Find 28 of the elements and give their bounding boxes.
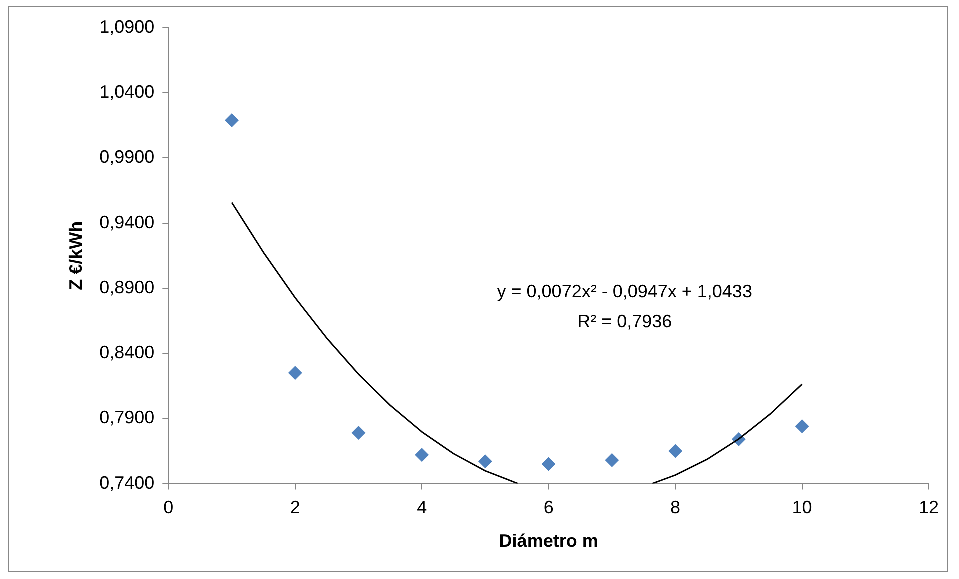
annotation: R² = 0,7936 [578, 311, 672, 332]
point [795, 420, 810, 434]
point [605, 453, 620, 468]
point [415, 448, 430, 462]
x-tick-label: 8 [670, 498, 681, 518]
y-axis-title: Z €/kWh [66, 221, 86, 290]
point [668, 444, 683, 458]
y-tick-label: 1,0900 [100, 16, 155, 37]
y-tick-label: 1,0400 [100, 82, 155, 102]
annotation: y = 0,0072x² - 0,0947x + 1,0433 [497, 281, 752, 302]
x-axis-title: Diámetro m [499, 531, 598, 552]
point [352, 426, 366, 440]
x-tick-label: 6 [544, 498, 554, 518]
x-tick-label: 10 [792, 498, 812, 518]
y-tick-label: 0,9400 [100, 212, 155, 232]
point [288, 366, 302, 380]
point [478, 454, 492, 469]
y-tick-label: 0,8900 [100, 277, 155, 298]
point [225, 113, 240, 128]
x-tick-label: 12 [918, 498, 940, 518]
x-tick-label: 2 [290, 498, 300, 518]
y-tick-label: 0,8400 [100, 342, 155, 363]
x-tick-label: 0 [164, 498, 174, 518]
x-tick-label: 4 [417, 498, 428, 518]
point [542, 457, 556, 472]
y-tick-label: 0,9900 [100, 147, 155, 168]
y-tick-label: 0,7400 [100, 472, 155, 493]
y-tick-label: 0,7900 [100, 408, 155, 428]
